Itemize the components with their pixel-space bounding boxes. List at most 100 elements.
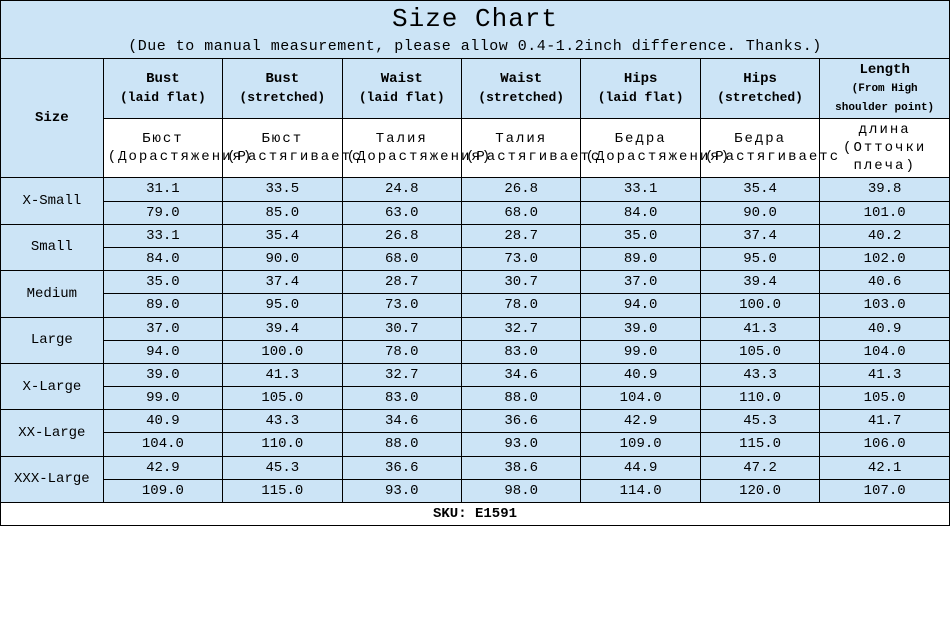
col-bust-flat: Bust(laid flat)	[103, 59, 222, 119]
size-label: Small	[1, 224, 104, 270]
title-row: Size Chart (Due to manual measurement, p…	[1, 1, 950, 59]
col-label: Bust	[266, 71, 300, 87]
value-cm: 109.0	[581, 433, 700, 456]
col-label: Hips	[743, 71, 777, 87]
value-in: 24.8	[342, 178, 461, 201]
value-in: 35.4	[700, 178, 819, 201]
value-cm: 104.0	[103, 433, 222, 456]
col-sublabel: (stretched)	[478, 90, 564, 105]
value-in: 33.1	[581, 178, 700, 201]
value-cm: 90.0	[223, 247, 342, 270]
size-label: Large	[1, 317, 104, 363]
value-cm: 89.0	[103, 294, 222, 317]
value-cm: 95.0	[223, 294, 342, 317]
ru-hips-str: Бедра (Растягиваетс	[700, 118, 819, 178]
table-row: 79.085.063.068.084.090.0101.0	[1, 201, 950, 224]
table-row: 89.095.073.078.094.0100.0103.0	[1, 294, 950, 317]
value-cm: 63.0	[342, 201, 461, 224]
data-body: X-Small31.133.524.826.833.135.439.879.08…	[1, 178, 950, 503]
value-cm: 73.0	[342, 294, 461, 317]
value-in: 39.4	[223, 317, 342, 340]
value-cm: 114.0	[581, 479, 700, 502]
table-row: 99.0105.083.088.0104.0110.0105.0	[1, 387, 950, 410]
value-cm: 110.0	[223, 433, 342, 456]
value-in: 38.6	[462, 456, 581, 479]
value-cm: 102.0	[820, 247, 950, 270]
title-sub: (Due to manual measurement, please allow…	[5, 37, 945, 57]
table-row: X-Small31.133.524.826.833.135.439.8	[1, 178, 950, 201]
size-label: X-Small	[1, 178, 104, 224]
value-cm: 105.0	[700, 340, 819, 363]
value-cm: 89.0	[581, 247, 700, 270]
value-cm: 100.0	[223, 340, 342, 363]
value-in: 37.0	[581, 271, 700, 294]
col-label: Length	[859, 62, 909, 78]
title-cell: Size Chart (Due to manual measurement, p…	[1, 1, 950, 59]
size-label: X-Large	[1, 363, 104, 409]
value-cm: 79.0	[103, 201, 222, 224]
ru-bust-flat: Бюст (Дорастяжения)	[103, 118, 222, 178]
value-in: 45.3	[700, 410, 819, 433]
value-cm: 120.0	[700, 479, 819, 502]
ru-hips-flat: Бедра (Дорастяжения)	[581, 118, 700, 178]
value-cm: 106.0	[820, 433, 950, 456]
value-in: 28.7	[462, 224, 581, 247]
value-cm: 88.0	[462, 387, 581, 410]
value-cm: 105.0	[223, 387, 342, 410]
value-in: 42.9	[581, 410, 700, 433]
value-in: 43.3	[700, 363, 819, 386]
value-in: 34.6	[462, 363, 581, 386]
value-in: 37.4	[700, 224, 819, 247]
value-in: 30.7	[462, 271, 581, 294]
col-label: Waist	[381, 71, 423, 87]
size-label: XXX-Large	[1, 456, 104, 502]
value-cm: 78.0	[342, 340, 461, 363]
value-in: 36.6	[462, 410, 581, 433]
value-in: 42.9	[103, 456, 222, 479]
value-cm: 115.0	[223, 479, 342, 502]
header-ru-row: Бюст (Дорастяжения) Бюст (Растягиваетс Т…	[1, 118, 950, 178]
value-cm: 90.0	[700, 201, 819, 224]
value-in: 39.0	[103, 363, 222, 386]
value-in: 26.8	[342, 224, 461, 247]
value-in: 40.9	[820, 317, 950, 340]
value-cm: 68.0	[342, 247, 461, 270]
col-sublabel: (stretched)	[239, 90, 325, 105]
value-cm: 95.0	[700, 247, 819, 270]
value-in: 40.9	[103, 410, 222, 433]
table-row: XXX-Large42.945.336.638.644.947.242.1	[1, 456, 950, 479]
value-in: 40.9	[581, 363, 700, 386]
title-main: Size Chart	[5, 3, 945, 37]
col-sublabel: (stretched)	[717, 90, 803, 105]
value-cm: 115.0	[700, 433, 819, 456]
value-cm: 88.0	[342, 433, 461, 456]
value-cm: 83.0	[342, 387, 461, 410]
col-length: Length(From High shoulder point)	[820, 59, 950, 119]
value-cm: 105.0	[820, 387, 950, 410]
col-sublabel: (laid flat)	[598, 90, 684, 105]
value-cm: 83.0	[462, 340, 581, 363]
header-en-row: Size Bust(laid flat) Bust(stretched) Wai…	[1, 59, 950, 119]
value-in: 32.7	[342, 363, 461, 386]
value-in: 41.3	[223, 363, 342, 386]
value-cm: 94.0	[581, 294, 700, 317]
value-in: 26.8	[462, 178, 581, 201]
size-chart-table: Size Chart (Due to manual measurement, p…	[0, 0, 950, 526]
value-cm: 68.0	[462, 201, 581, 224]
table-row: 94.0100.078.083.099.0105.0104.0	[1, 340, 950, 363]
value-cm: 99.0	[103, 387, 222, 410]
value-in: 36.6	[342, 456, 461, 479]
col-hips-str: Hips (stretched)	[700, 59, 819, 119]
col-sublabel: (laid flat)	[359, 90, 445, 105]
value-in: 37.4	[223, 271, 342, 294]
value-in: 35.0	[103, 271, 222, 294]
value-cm: 104.0	[581, 387, 700, 410]
ru-bust-str: Бюст (Растягиваетс	[223, 118, 342, 178]
value-cm: 84.0	[581, 201, 700, 224]
table-row: Small33.135.426.828.735.037.440.2	[1, 224, 950, 247]
value-cm: 103.0	[820, 294, 950, 317]
ru-waist-flat: Талия (Дорастяжения)	[342, 118, 461, 178]
value-cm: 78.0	[462, 294, 581, 317]
value-cm: 93.0	[462, 433, 581, 456]
col-sublabel: (laid flat)	[120, 90, 206, 105]
